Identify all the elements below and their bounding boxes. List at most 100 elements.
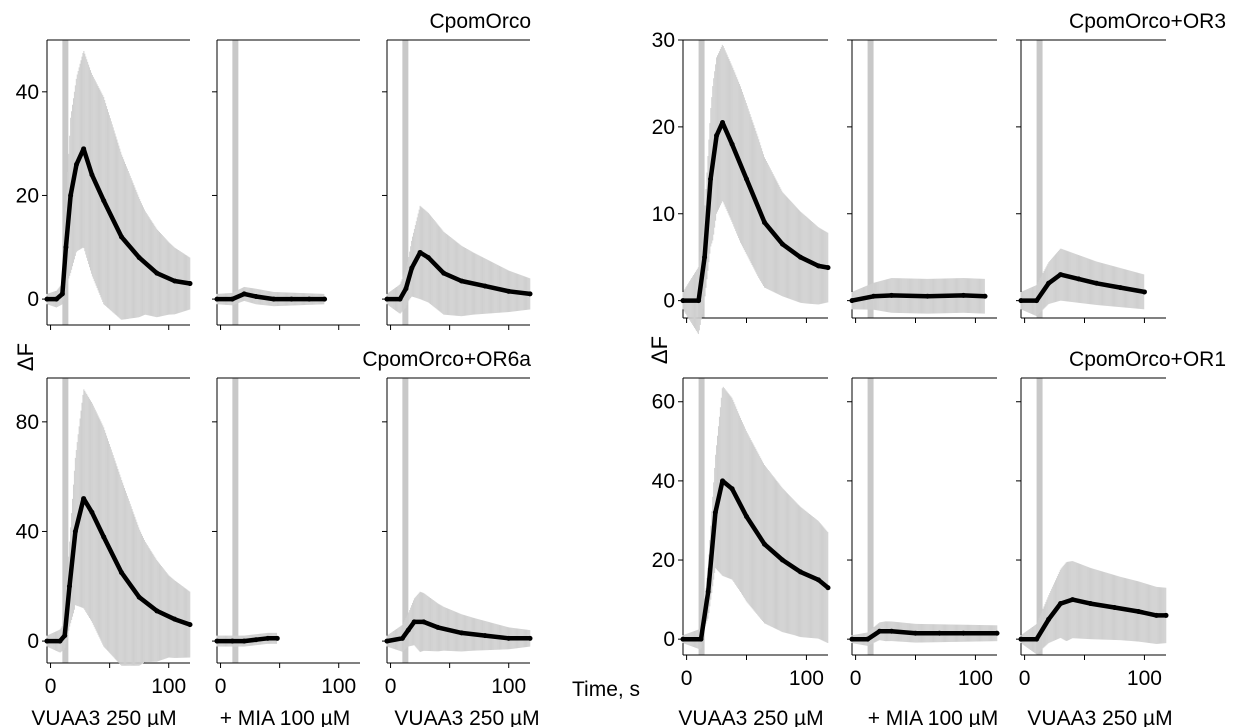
- stimulus-bar: [1036, 378, 1043, 655]
- data-point: [1111, 605, 1117, 611]
- data-point: [680, 298, 686, 304]
- mean-trace: [680, 478, 831, 642]
- delta-f-label-right: ΔF: [647, 336, 672, 364]
- data-point: [417, 249, 423, 255]
- data-point: [214, 296, 220, 302]
- stimulus-bar: [232, 40, 239, 325]
- panel-3: [382, 39, 533, 330]
- data-point: [680, 636, 686, 642]
- data-point: [729, 486, 735, 492]
- data-point: [421, 619, 427, 625]
- data-point: [68, 192, 74, 198]
- data-point: [924, 293, 930, 299]
- data-point: [441, 270, 447, 276]
- stimulus-bar: [867, 378, 874, 655]
- data-point: [871, 293, 877, 299]
- data-point: [241, 291, 247, 297]
- data-point: [172, 616, 178, 622]
- chart-title: CpomOrco+OR1: [1069, 348, 1226, 371]
- data-point: [761, 541, 767, 547]
- data-point: [1141, 289, 1147, 295]
- data-point: [865, 636, 871, 642]
- data-point: [265, 635, 271, 641]
- panel-3: 0 100: [382, 377, 533, 698]
- data-point: [936, 630, 942, 636]
- data-point: [960, 292, 966, 298]
- data-point: [74, 161, 80, 167]
- data-point: [708, 176, 714, 182]
- data-point: [1093, 280, 1099, 286]
- data-point: [527, 635, 533, 641]
- data-point: [81, 146, 87, 152]
- data-point: [744, 176, 750, 182]
- data-point: [66, 583, 72, 589]
- data-point: [1153, 612, 1159, 618]
- data-point: [506, 635, 512, 641]
- data-point: [825, 585, 831, 591]
- data-point: [849, 636, 855, 642]
- data-point: [253, 637, 259, 643]
- error-bars: [682, 44, 829, 335]
- x-tick-label: 0: [681, 667, 693, 690]
- data-point: [702, 254, 708, 260]
- error-bars: [386, 591, 531, 653]
- x-tick-label: 0: [45, 675, 57, 698]
- data-point: [241, 638, 247, 644]
- data-point: [1034, 636, 1040, 642]
- stimulus-bar: [62, 378, 69, 663]
- x-tick-label: 0: [1019, 667, 1031, 690]
- panel-1: 0 20 40 60 0 100: [652, 377, 831, 690]
- y-tick-label: 0: [663, 628, 675, 651]
- data-point: [698, 636, 704, 642]
- data-point: [458, 630, 464, 636]
- condition-label-left-2: + MIA 100 µM: [220, 707, 351, 727]
- condition-label-right-3: VUAA3 250 µM: [1027, 707, 1172, 727]
- mean-trace: [44, 146, 193, 302]
- stimulus-bar: [698, 378, 705, 655]
- data-point: [960, 630, 966, 636]
- data-point: [1135, 608, 1141, 614]
- data-point: [1058, 601, 1064, 607]
- condition-label-right-1: VUAA3 250 µM: [678, 707, 823, 727]
- data-point: [720, 120, 726, 126]
- y-tick-label: 20: [652, 116, 675, 139]
- data-point: [1034, 298, 1040, 304]
- data-point: [815, 263, 821, 269]
- panel-2: 0 100: [847, 377, 1000, 690]
- y-tick-label: 40: [16, 81, 39, 104]
- data-point: [81, 496, 87, 502]
- data-point: [1018, 298, 1024, 304]
- chart-group-1: CpomOrco 0 20 40: [16, 10, 533, 330]
- data-point: [994, 630, 1000, 636]
- x-tick-label: 0: [850, 667, 862, 690]
- data-point: [322, 296, 328, 302]
- stimulus-bar: [867, 40, 874, 318]
- data-point: [913, 630, 919, 636]
- data-point: [405, 627, 411, 633]
- data-point: [797, 569, 803, 575]
- stimulus-bar: [402, 378, 409, 663]
- data-point: [696, 298, 702, 304]
- y-tick-label: 40: [652, 470, 675, 493]
- data-point: [384, 296, 390, 302]
- x-tick-label: 100: [321, 675, 356, 698]
- stimulus-bar: [232, 378, 239, 663]
- data-point: [101, 534, 107, 540]
- data-point: [1046, 280, 1052, 286]
- data-point: [384, 638, 390, 644]
- data-point: [229, 638, 235, 644]
- data-point: [154, 270, 160, 276]
- stimulus-bar: [402, 40, 409, 325]
- data-point: [136, 255, 142, 261]
- data-point: [797, 254, 803, 260]
- data-point: [877, 628, 883, 634]
- data-point: [527, 291, 533, 297]
- data-point: [1018, 636, 1024, 642]
- data-point: [101, 198, 107, 204]
- data-point: [1070, 597, 1076, 603]
- panel-3: 0 100: [1016, 377, 1169, 690]
- data-point: [411, 619, 417, 625]
- y-tick-label: 30: [652, 29, 675, 52]
- data-point: [714, 133, 720, 139]
